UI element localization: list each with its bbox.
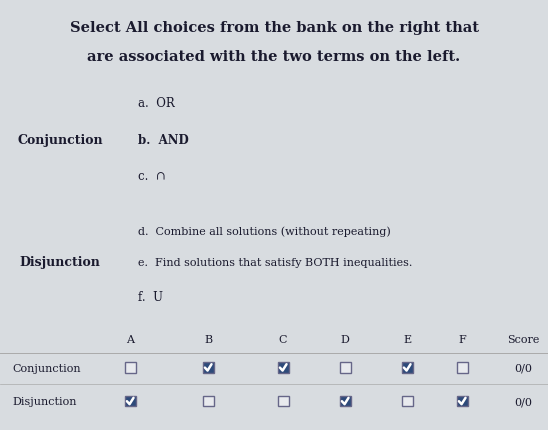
Bar bbox=[340, 396, 351, 406]
Bar bbox=[340, 362, 351, 373]
Bar bbox=[402, 362, 413, 373]
Bar bbox=[124, 396, 135, 406]
Bar bbox=[456, 362, 467, 373]
Text: Conjunction: Conjunction bbox=[12, 363, 81, 373]
Text: 0/0: 0/0 bbox=[514, 363, 532, 373]
Text: 0/0: 0/0 bbox=[514, 396, 532, 406]
Bar bbox=[203, 396, 214, 406]
Text: D: D bbox=[340, 334, 350, 344]
Text: e.  Find solutions that satisfy BOTH inequalities.: e. Find solutions that satisfy BOTH ineq… bbox=[138, 257, 412, 267]
Text: d.  Combine all solutions (without repeating): d. Combine all solutions (without repeat… bbox=[138, 226, 390, 236]
Bar bbox=[402, 396, 413, 406]
Bar bbox=[277, 396, 288, 406]
Text: c.  ∩: c. ∩ bbox=[138, 169, 165, 182]
Text: Disjunction: Disjunction bbox=[12, 396, 77, 406]
Text: are associated with the two terms on the left.: are associated with the two terms on the… bbox=[88, 50, 460, 64]
Text: Disjunction: Disjunction bbox=[20, 256, 101, 269]
Text: Select All choices from the bank on the right that: Select All choices from the bank on the … bbox=[70, 21, 478, 35]
Text: B: B bbox=[204, 334, 212, 344]
Text: E: E bbox=[403, 334, 411, 344]
Bar bbox=[277, 362, 288, 373]
Text: F: F bbox=[458, 334, 466, 344]
Text: Conjunction: Conjunction bbox=[18, 133, 103, 146]
Text: A: A bbox=[126, 334, 134, 344]
Text: Score: Score bbox=[507, 334, 539, 344]
Text: C: C bbox=[279, 334, 287, 344]
Bar bbox=[203, 362, 214, 373]
Text: a.  OR: a. OR bbox=[138, 97, 174, 110]
Bar bbox=[124, 362, 135, 373]
Text: f.  U: f. U bbox=[138, 291, 163, 304]
Text: b.  AND: b. AND bbox=[138, 133, 189, 146]
Bar bbox=[456, 396, 467, 406]
